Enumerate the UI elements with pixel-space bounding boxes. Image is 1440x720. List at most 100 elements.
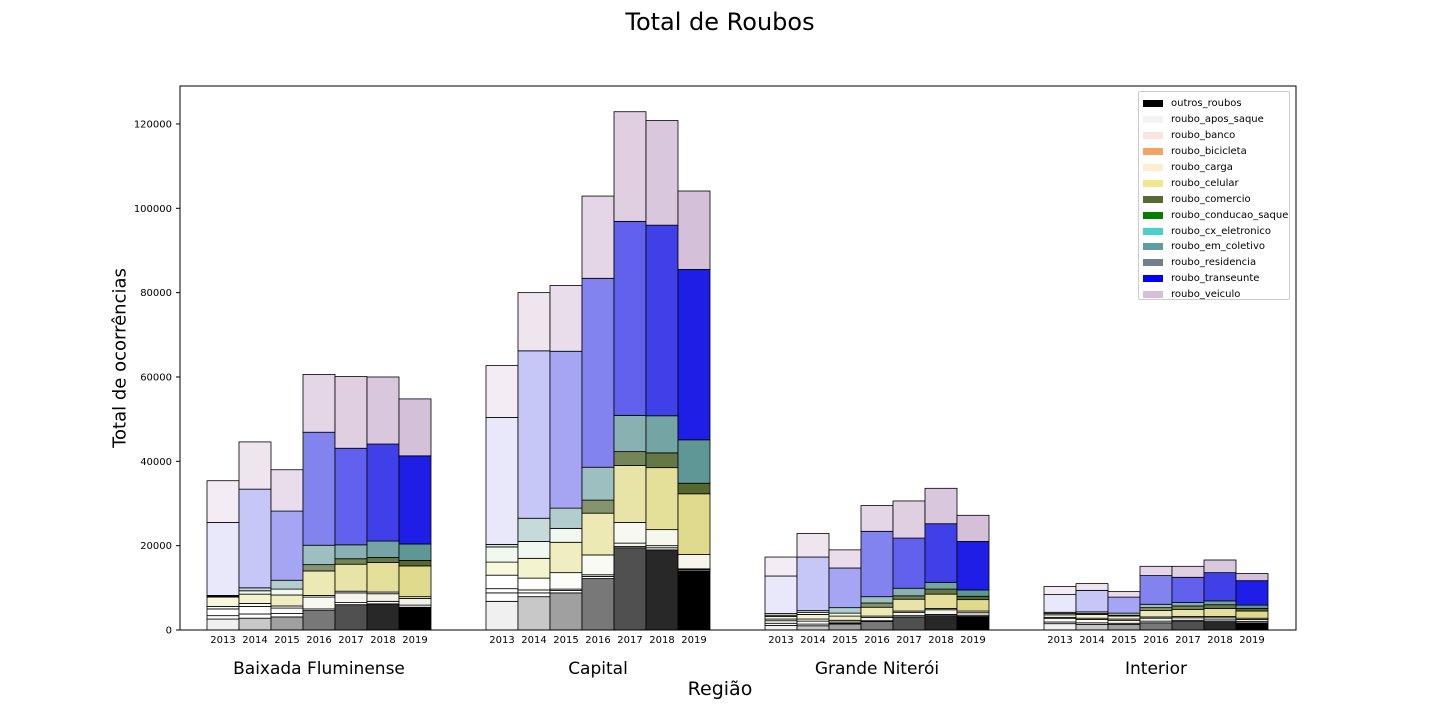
year-tick-label: 2015 (553, 635, 578, 646)
bar-segment (206, 615, 240, 620)
bar-segment (549, 541, 583, 574)
year-tick-label: 2015 (832, 635, 857, 646)
legend-label: roubo_residencia (1171, 257, 1257, 269)
legend-item: roubo_em_coletivo (1143, 239, 1289, 255)
bar-segment (366, 593, 400, 602)
year-tick-label: 2018 (1207, 635, 1232, 646)
legend-label: roubo_banco (1171, 130, 1236, 142)
bar-segment (206, 522, 240, 596)
region-label: Baixada Fluminense (233, 659, 405, 679)
bar-segment (1107, 619, 1141, 624)
bar-segment (517, 557, 551, 579)
year-tick-label: 2019 (960, 635, 985, 646)
year-tick-label: 2017 (338, 635, 363, 646)
bar-segment (398, 606, 432, 631)
bar-segment (270, 613, 304, 618)
region-label: Grande Niterói (815, 659, 939, 679)
bar-segment (334, 558, 368, 565)
legend-swatch (1143, 195, 1163, 203)
bar-segment (302, 570, 336, 596)
bar-segment (485, 574, 519, 590)
year-tick-label: 2014 (521, 635, 546, 646)
bar-segment (828, 623, 862, 631)
bar-segment (366, 443, 400, 542)
bar-segment (1139, 575, 1173, 605)
bar-segment (1043, 618, 1077, 623)
bar-segment (485, 588, 519, 594)
bar-segment (581, 277, 615, 468)
bar-segment (549, 285, 583, 352)
bar-segment (1203, 604, 1237, 609)
bar-segment (1107, 615, 1141, 620)
year-tick-label: 2016 (306, 635, 331, 646)
bar-segment (613, 465, 647, 523)
legend-item: roubo_celular (1143, 175, 1289, 191)
bar-segment (613, 111, 647, 222)
bar-segment (1139, 610, 1173, 618)
bar-segment (828, 607, 862, 614)
bar-segment (581, 195, 615, 279)
y-tick-label: 60000 (140, 372, 172, 383)
bar-segment (398, 543, 432, 561)
legend-swatch (1143, 211, 1163, 219)
bar-segment (677, 554, 711, 570)
bar-segment (1171, 565, 1205, 578)
bar-segment (485, 365, 519, 418)
bar-segment (366, 540, 400, 558)
bar-segment (1139, 607, 1173, 612)
bar-segment (1075, 613, 1109, 619)
bar-segment (1203, 621, 1237, 631)
legend-item: outros_roubos (1143, 96, 1289, 112)
bar-segment (1171, 576, 1205, 603)
bar-segment (302, 431, 336, 546)
bar-segment (581, 512, 615, 556)
bar-segment (302, 596, 336, 610)
year-tick-label: 2016 (864, 635, 889, 646)
legend-swatch (1143, 243, 1163, 251)
y-tick-label: 0 (166, 626, 172, 637)
bar-segment (1075, 589, 1109, 613)
bar-segment (238, 488, 272, 589)
bar-segment (302, 374, 336, 433)
bar-segment (828, 612, 862, 617)
bar-segment (517, 541, 551, 559)
year-tick-label: 2014 (800, 635, 825, 646)
bar-segment (677, 493, 711, 555)
bar-segment (796, 533, 830, 558)
bar-segment (398, 560, 432, 567)
bar-segment (924, 588, 958, 595)
bar-segment (206, 480, 240, 523)
bar-segment (238, 613, 272, 619)
bar-segment (1171, 621, 1205, 631)
legend-swatch (1143, 148, 1163, 156)
legend-label: roubo_carga (1171, 162, 1233, 173)
legend-swatch (1143, 132, 1163, 140)
legend-item: roubo_conducao_saque (1143, 207, 1289, 223)
bar-segment (1043, 623, 1077, 631)
legend-swatch (1143, 275, 1163, 283)
bar-segment (677, 439, 711, 484)
bar-segment (1107, 624, 1141, 631)
bar-segment (238, 603, 272, 607)
bar-segment (270, 616, 304, 631)
bar-segment (238, 441, 272, 490)
bar-segment (1235, 622, 1269, 631)
bar-segment (860, 530, 894, 598)
legend-label: outros_roubos (1171, 98, 1242, 110)
bar-segment (956, 616, 990, 631)
year-tick-label: 2014 (242, 635, 267, 646)
bar-segment (677, 190, 711, 270)
legend-item: roubo_apos_saque (1143, 112, 1289, 128)
bar-segment (485, 417, 519, 545)
bar-segment (270, 588, 304, 596)
year-tick-label: 2018 (928, 635, 953, 646)
bar-segment (645, 415, 679, 454)
bar-segment (892, 598, 926, 612)
legend-swatch (1143, 116, 1163, 124)
bar-segment (1171, 605, 1205, 610)
year-tick-label: 2017 (1175, 635, 1200, 646)
bar-segment (334, 447, 368, 546)
bar-segment (892, 500, 926, 539)
bar-segment (892, 595, 926, 600)
bar-segment (238, 590, 272, 595)
